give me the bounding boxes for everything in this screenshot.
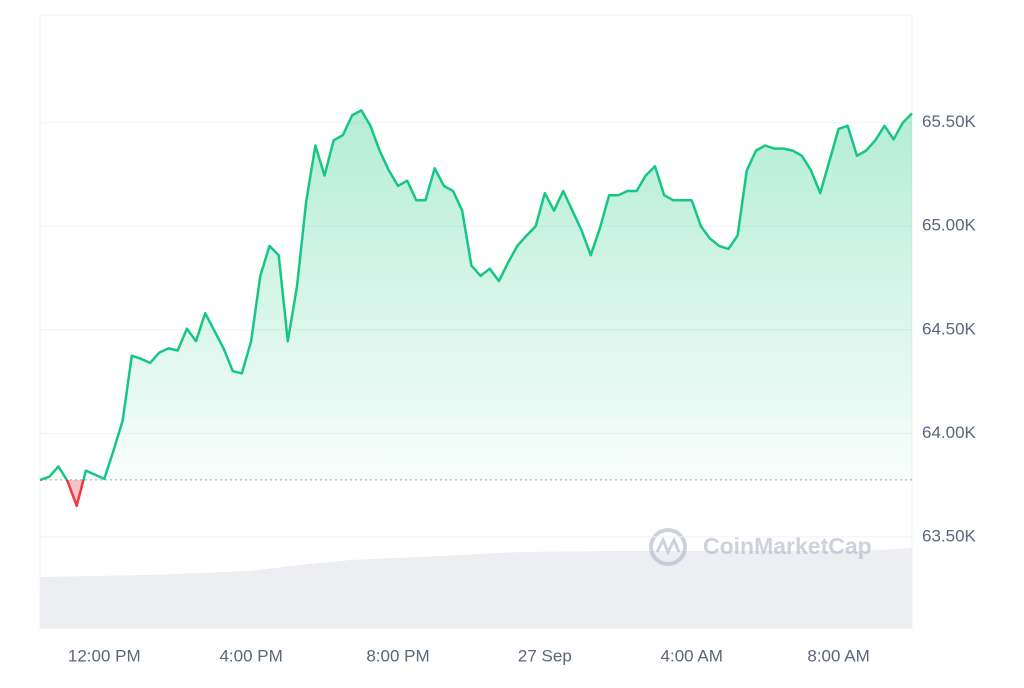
- y-tick-label: 63.50K: [922, 526, 977, 545]
- watermark: CoinMarketCap: [649, 528, 872, 566]
- x-tick-label: 8:00 AM: [807, 646, 869, 665]
- y-tick-label: 65.00K: [922, 216, 977, 235]
- x-tick-label: 27 Sep: [518, 646, 572, 665]
- price-line: [39, 109, 913, 508]
- x-tick-label: 12:00 PM: [68, 646, 141, 665]
- volume-area: [40, 548, 912, 628]
- x-tick-label: 4:00 AM: [661, 646, 723, 665]
- y-tick-label: 65.50K: [922, 112, 977, 131]
- x-tick-label: 4:00 PM: [219, 646, 282, 665]
- y-tick-label: 64.00K: [922, 423, 977, 442]
- price-area: [40, 110, 912, 506]
- y-tick-label: 64.50K: [922, 319, 977, 338]
- watermark-text: CoinMarketCap: [703, 533, 872, 559]
- x-tick-label: 8:00 PM: [366, 646, 429, 665]
